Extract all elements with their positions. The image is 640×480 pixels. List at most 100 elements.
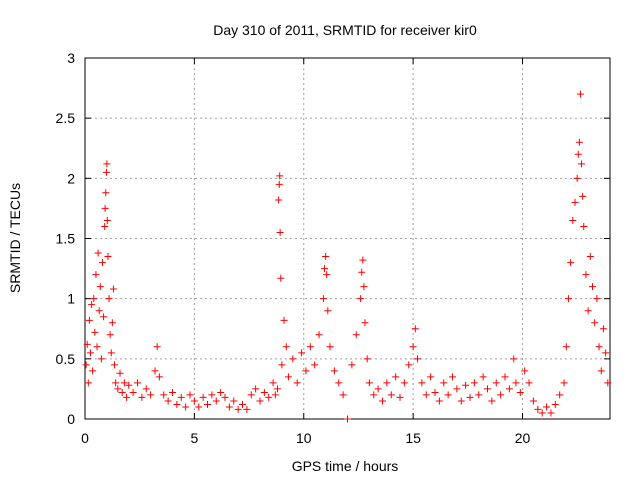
data-point xyxy=(538,409,546,417)
data-point xyxy=(107,349,115,357)
data-point xyxy=(574,150,582,158)
data-point xyxy=(597,367,605,375)
data-point xyxy=(103,160,111,168)
data-point xyxy=(208,391,216,399)
data-point xyxy=(324,307,332,315)
data-point xyxy=(488,397,496,405)
data-point xyxy=(453,385,461,393)
data-point xyxy=(339,391,347,399)
data-point xyxy=(269,379,277,387)
data-point xyxy=(449,373,456,381)
data-point xyxy=(400,379,408,387)
x-tick-label: 5 xyxy=(190,430,198,446)
data-point xyxy=(112,379,120,387)
data-point xyxy=(118,389,126,397)
data-point xyxy=(505,385,513,393)
data-point xyxy=(129,389,137,397)
data-point xyxy=(147,391,155,399)
data-point xyxy=(604,379,612,387)
data-point xyxy=(164,397,172,405)
data-point xyxy=(153,343,161,351)
y-tick-label: 1.5 xyxy=(56,231,76,247)
data-point xyxy=(101,222,109,230)
data-point xyxy=(225,403,233,411)
data-point xyxy=(564,295,572,303)
data-point xyxy=(560,379,568,387)
data-point xyxy=(444,391,452,399)
data-point xyxy=(111,361,119,369)
data-point xyxy=(91,328,99,336)
data-point xyxy=(276,172,284,180)
data-point xyxy=(96,283,104,291)
data-point xyxy=(282,343,290,351)
data-point xyxy=(576,90,584,98)
data-point xyxy=(418,379,426,387)
data-point xyxy=(275,196,283,204)
x-tick-label: 15 xyxy=(405,430,421,446)
data-points xyxy=(82,90,612,423)
data-point xyxy=(217,389,225,397)
grid xyxy=(85,58,610,419)
data-point xyxy=(379,397,386,405)
data-point xyxy=(525,379,533,387)
data-point xyxy=(116,369,124,377)
data-point xyxy=(466,393,474,401)
data-point xyxy=(256,397,264,405)
data-point xyxy=(274,385,281,393)
data-point xyxy=(186,391,194,399)
data-point xyxy=(102,168,110,176)
y-tick-label: 1 xyxy=(67,291,75,307)
data-point xyxy=(567,259,575,267)
data-point xyxy=(134,379,141,387)
data-point xyxy=(177,393,185,401)
data-point xyxy=(102,189,110,197)
data-point xyxy=(392,373,400,381)
data-point xyxy=(547,409,555,417)
data-point xyxy=(599,325,607,333)
data-point xyxy=(359,256,367,264)
data-point xyxy=(100,313,108,321)
data-point xyxy=(311,361,319,369)
data-point xyxy=(306,343,314,351)
data-point xyxy=(586,253,594,261)
data-point xyxy=(278,361,286,369)
data-point xyxy=(169,389,176,397)
y-tick-label: 2.5 xyxy=(56,110,76,126)
x-axis-label: GPS time / hours xyxy=(292,458,399,474)
data-point xyxy=(142,385,150,393)
data-point xyxy=(95,307,103,315)
data-point xyxy=(479,373,487,381)
data-point xyxy=(591,319,599,327)
data-point xyxy=(204,401,211,409)
data-point xyxy=(319,295,327,303)
data-point xyxy=(160,391,168,399)
data-point xyxy=(138,393,146,401)
data-point xyxy=(374,385,382,393)
data-point xyxy=(363,355,371,363)
data-point xyxy=(569,216,577,224)
data-point xyxy=(335,379,343,387)
data-point xyxy=(361,319,369,327)
data-point xyxy=(173,401,181,409)
data-point xyxy=(92,271,100,279)
data-point xyxy=(414,355,421,363)
data-point xyxy=(580,222,588,230)
data-point xyxy=(427,373,435,381)
data-point xyxy=(260,389,268,397)
data-point xyxy=(104,253,112,261)
data-point xyxy=(387,391,395,399)
data-point xyxy=(543,403,551,411)
data-point xyxy=(595,343,603,351)
data-point xyxy=(575,138,583,146)
data-point xyxy=(293,379,301,387)
data-point xyxy=(88,301,96,309)
data-point xyxy=(103,216,111,224)
data-point xyxy=(579,192,587,200)
data-point xyxy=(243,405,251,413)
data-point xyxy=(593,295,601,303)
data-point xyxy=(89,367,97,375)
data-point xyxy=(265,393,273,401)
data-point xyxy=(411,325,419,333)
data-point xyxy=(440,379,448,387)
